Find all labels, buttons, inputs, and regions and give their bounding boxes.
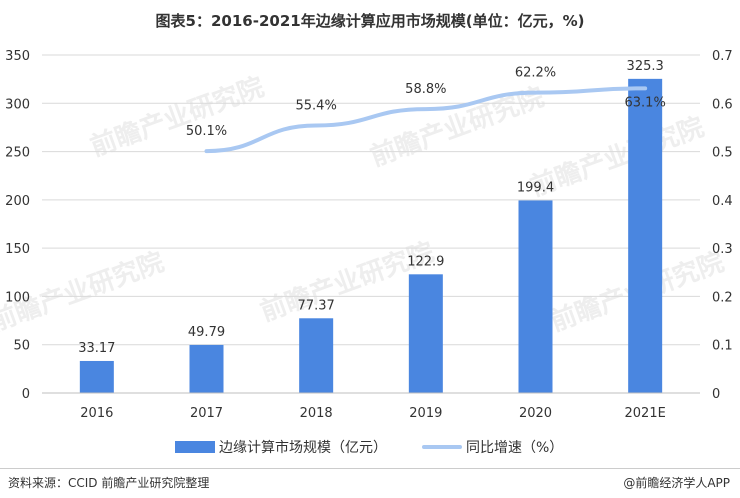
bar-value-label: 122.9 — [407, 254, 444, 269]
bar-value-label: 199.4 — [517, 180, 554, 195]
y-left-tick-label: 0 — [22, 387, 30, 402]
y-left-tick-label: 100 — [5, 290, 30, 305]
bar-2020 — [518, 200, 553, 393]
growth-line — [204, 86, 648, 154]
line-value-label: 58.8% — [405, 82, 446, 97]
chart-title: 图表5：2016-2021年边缘计算应用市场规模(单位：亿元，%) — [155, 12, 585, 30]
line-series — [204, 86, 648, 154]
legend: 边缘计算市场规模（亿元） 同比增速（%） — [0, 437, 740, 459]
x-tick-label: 2016 — [80, 406, 113, 421]
bar-series — [79, 78, 663, 393]
chart-area: 前瞻产业研究院前瞻产业研究院前瞻产业研究院前瞻产业研究院前瞻产业研究院前瞻产业研… — [0, 49, 733, 421]
bar-2019 — [408, 274, 443, 393]
y-left-tick-label: 50 — [13, 339, 30, 354]
y-left-tick-label: 200 — [5, 194, 30, 209]
x-tick-label: 2018 — [300, 406, 333, 421]
y-left-tick-label: 150 — [5, 242, 30, 257]
bar-value-label: 77.37 — [298, 298, 335, 313]
x-tick-label: 2019 — [409, 406, 442, 421]
y-right-tick-label: 0.5 — [712, 146, 733, 161]
credit-text: @前瞻经济学人APP — [623, 476, 730, 490]
y-right-tick-label: 0.7 — [712, 49, 733, 64]
y-right-tick-label: 0.2 — [712, 290, 733, 305]
bar-value-label: 325.3 — [627, 59, 664, 74]
data-labels: 33.17 49.79 77.37 122.9 199.4 325.3 50.1% 55.4%… — [78, 59, 666, 356]
line-value-label: 63.1% — [625, 95, 666, 110]
gridlines — [42, 54, 700, 346]
y-right-tick-label: 0.1 — [712, 339, 733, 354]
legend-swatch-bar — [175, 441, 215, 453]
legend-label-line: 同比增速（%） — [466, 440, 564, 456]
y-right-tick-label: 0 — [712, 387, 720, 402]
x-tick-label: 2021E — [625, 406, 666, 421]
bar-value-label: 49.79 — [188, 325, 225, 340]
line-value-label: 62.2% — [515, 66, 556, 81]
legend-swatch-line — [422, 445, 462, 449]
bar-2021E — [628, 78, 663, 393]
legend-label-bar: 边缘计算市场规模（亿元） — [219, 440, 387, 456]
source-text: 资料来源：CCID 前瞻产业研究院整理 — [8, 476, 210, 490]
bar-2016 — [79, 360, 114, 393]
line-value-label: 50.1% — [186, 124, 227, 139]
bar-2018 — [299, 318, 334, 393]
bar-value-label: 33.17 — [78, 341, 115, 356]
watermark-text: 前瞻产业研究院 — [86, 71, 268, 162]
legend-item-bar: 边缘计算市场规模（亿元） — [175, 437, 387, 457]
x-tick-label: 2017 — [190, 406, 223, 421]
y-right-tick-label: 0.4 — [712, 194, 733, 209]
y-right-tick-label: 0.6 — [712, 97, 733, 112]
x-tick-label: 2020 — [519, 406, 552, 421]
line-value-label: 55.4% — [296, 98, 337, 113]
footer: 资料来源：CCID 前瞻产业研究院整理 @前瞻经济学人APP — [0, 468, 740, 498]
y-right-tick-label: 0.3 — [712, 242, 733, 257]
bar-2017 — [189, 344, 224, 393]
y-left-tick-label: 350 — [5, 49, 30, 64]
legend-item-line: 同比增速（%） — [422, 437, 563, 457]
y-left-tick-label: 300 — [5, 97, 30, 112]
y-left-tick-label: 250 — [5, 146, 30, 161]
axes: 0 50 100 150 200 250 300 350 0 0.1 0.2 0.3 0.4 0.5 0.6… — [5, 49, 733, 421]
watermarks: 前瞻产业研究院前瞻产业研究院前瞻产业研究院前瞻产业研究院前瞻产业研究院前瞻产业研… — [0, 71, 728, 337]
